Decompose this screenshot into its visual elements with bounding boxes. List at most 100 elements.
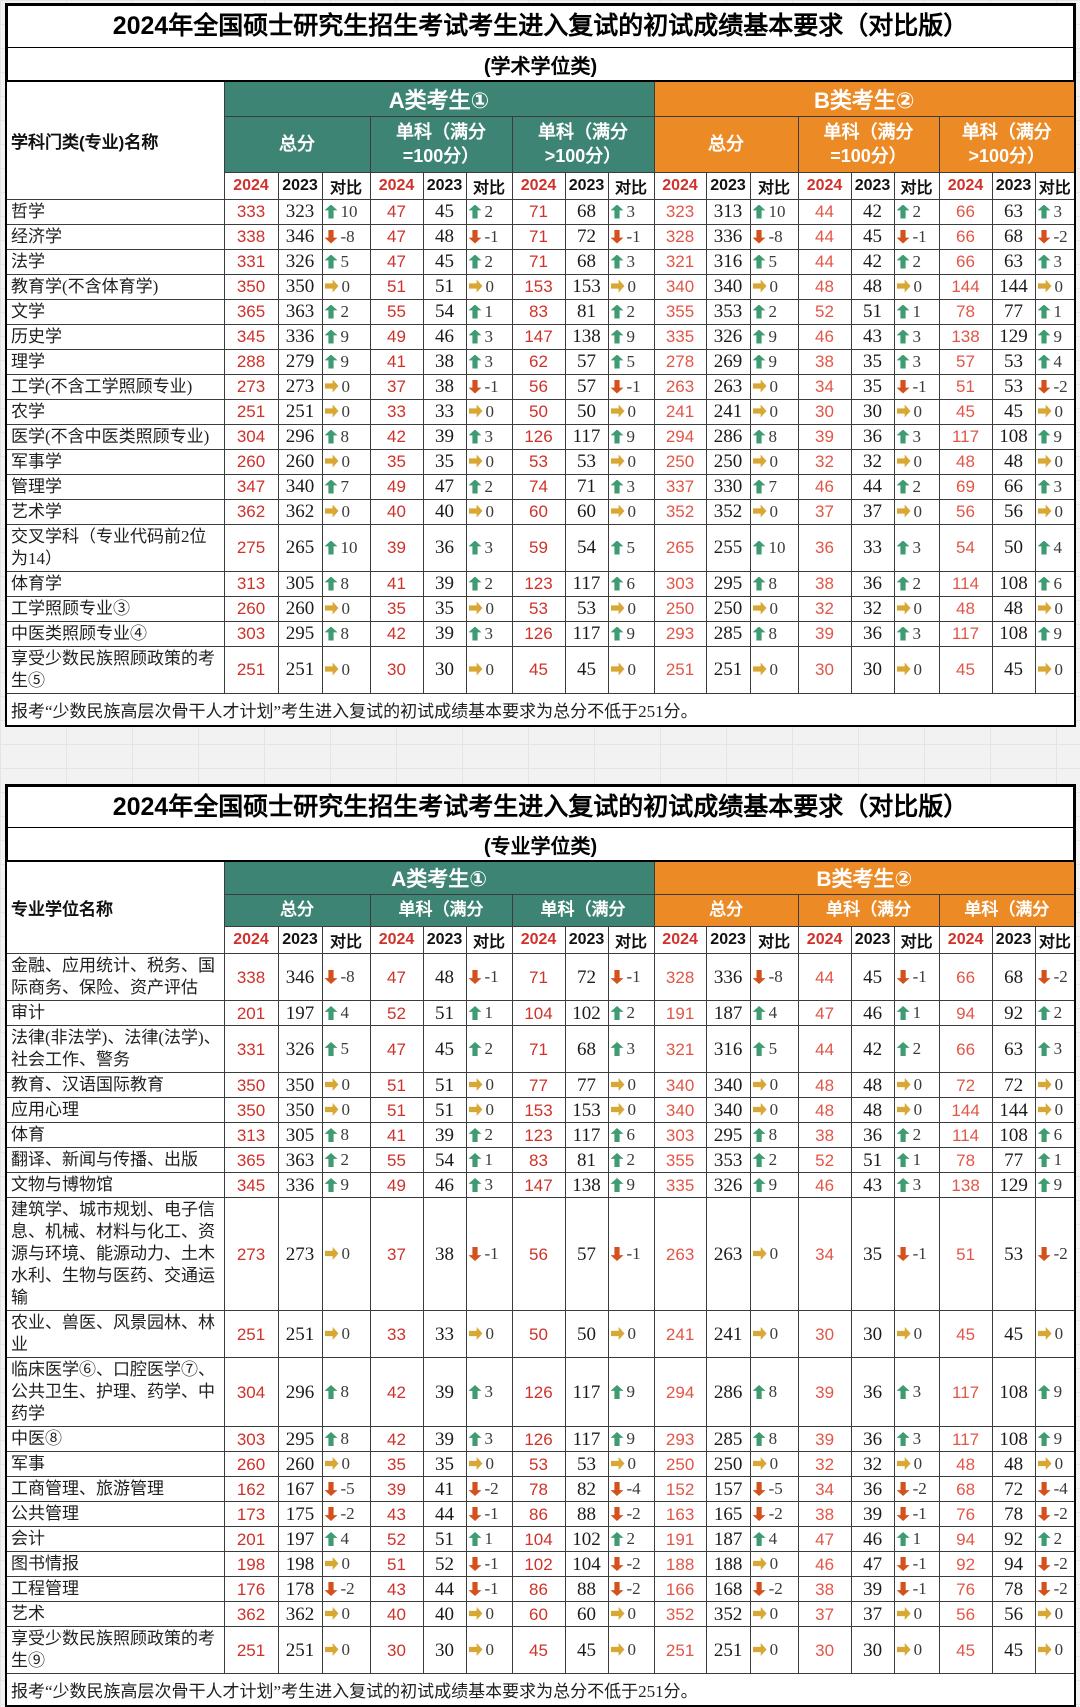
score-2023-cell: 78 (992, 1502, 1035, 1527)
score-2023-cell: 153 (565, 274, 608, 299)
score-2024-cell: 47 (798, 1001, 851, 1026)
year-2023-header: 2023 (565, 927, 608, 954)
score-2024-cell: 345 (224, 1173, 278, 1198)
score-2023-cell: 129 (992, 1173, 1035, 1198)
score-2023-cell: 36 (851, 621, 894, 646)
diff-value: 3 (913, 538, 922, 557)
score-2023-cell: 50 (992, 524, 1035, 571)
trend-flat-icon (611, 1103, 625, 1116)
score-2023-cell: 251 (278, 399, 322, 424)
trend-up-icon (753, 1385, 766, 1399)
diff-cell: 2 (894, 474, 939, 499)
diff-cell: 9 (608, 1427, 654, 1452)
score-2024-cell: 163 (654, 1502, 706, 1527)
diff-cell: 0 (1035, 1073, 1075, 1098)
score-2023-cell: 188 (706, 1552, 750, 1577)
page-title: 2024年全国硕士研究生招生考试考生进入复试的初试成绩基本要求（对比版） (5, 3, 1076, 48)
diff-value: 0 (628, 452, 637, 471)
score-2024-cell: 352 (654, 1602, 706, 1627)
trend-flat-icon (897, 1607, 911, 1620)
score-2023-cell: 51 (423, 1073, 466, 1098)
name-column-header: 专业学位名称 (6, 861, 224, 954)
trend-flat-icon (753, 1457, 767, 1470)
score-2024-cell: 52 (798, 299, 851, 324)
diff-value: -1 (913, 377, 927, 396)
group-a-header: A类考生① (224, 81, 654, 117)
score-2023-cell: 36 (851, 1427, 894, 1452)
trend-down-icon (1038, 1557, 1051, 1571)
diff-cell: 4 (322, 1001, 370, 1026)
subject-name: 临床医学⑥、口腔医学⑦、公共卫生、护理、药学、中药学 (6, 1358, 224, 1427)
score-2023-cell: 81 (565, 299, 608, 324)
trend-flat-icon (1038, 280, 1052, 293)
score-2024-cell: 198 (224, 1552, 278, 1577)
trend-flat-icon (469, 1457, 483, 1470)
score-2024-cell: 30 (798, 1311, 851, 1358)
score-2023-cell: 108 (992, 1358, 1035, 1427)
subject-name: 教育学(不含体育学) (6, 274, 224, 299)
diff-cell: 9 (750, 1173, 798, 1198)
diff-value: 0 (342, 1640, 351, 1659)
trend-up-icon (611, 1178, 624, 1192)
diff-value: 0 (342, 452, 351, 471)
score-2024-cell: 52 (370, 1001, 423, 1026)
score-2024-cell: 328 (654, 224, 706, 249)
diff-cell: 9 (1035, 1427, 1075, 1452)
score-2023-cell: 50 (565, 399, 608, 424)
score-2023-cell: 197 (278, 1001, 322, 1026)
diff-cell: 2 (608, 299, 654, 324)
score-2024-cell: 293 (654, 1427, 706, 1452)
score-2024-cell: 293 (654, 621, 706, 646)
year-2024-header: 2024 (224, 927, 278, 954)
diff-cell: 1 (466, 1148, 512, 1173)
score-2024-cell: 76 (939, 1502, 992, 1527)
diff-cell: 1 (466, 299, 512, 324)
diff-cell: 2 (322, 299, 370, 324)
score-2024-cell: 43 (370, 1577, 423, 1602)
trend-up-icon (611, 1385, 624, 1399)
score-2024-cell: 44 (798, 954, 851, 1001)
score-2023-cell: 117 (565, 1123, 608, 1148)
single-100-header: 单科（满分 =100分） (370, 116, 512, 172)
diff-cell: 2 (1035, 1001, 1075, 1026)
score-2024-cell: 40 (370, 1602, 423, 1627)
diff-value: 6 (1054, 574, 1063, 593)
academic-table-section: 2024年全国硕士研究生招生考试考生进入复试的初试成绩基本要求（对比版） (学术… (5, 0, 1076, 727)
diff-value: 0 (770, 377, 779, 396)
trend-down-icon (753, 970, 766, 984)
score-2023-cell: 38 (423, 1198, 466, 1311)
diff-cell: -1 (466, 374, 512, 399)
diff-value: -4 (627, 1479, 641, 1498)
trend-down-icon (325, 970, 338, 984)
score-2023-cell: 175 (278, 1502, 322, 1527)
score-2024-cell: 250 (654, 449, 706, 474)
diff-cell: 0 (750, 1627, 798, 1674)
score-2024-cell: 36 (798, 524, 851, 571)
score-2024-cell: 53 (512, 449, 565, 474)
trend-up-icon (325, 1432, 338, 1446)
diff-cell: 1 (894, 1148, 939, 1173)
subject-name: 交叉学科（专业代码前2位为14） (6, 524, 224, 571)
diff-cell: 0 (750, 1073, 798, 1098)
diff-cell: 9 (608, 324, 654, 349)
score-2023-cell: 33 (851, 524, 894, 571)
trend-up-icon (753, 541, 766, 555)
year-2024-header: 2024 (798, 927, 851, 954)
diff-value: 0 (914, 277, 923, 296)
diff-cell: 0 (1035, 1452, 1075, 1477)
score-2023-cell: 53 (992, 374, 1035, 399)
trend-up-icon (753, 577, 766, 591)
score-2023-cell: 44 (851, 474, 894, 499)
diff-value: 10 (769, 538, 786, 557)
diff-value: 9 (627, 1429, 636, 1448)
year-2024-header: 2024 (512, 172, 565, 199)
diff-cell: 3 (894, 349, 939, 374)
compare-header: 对比 (608, 927, 654, 954)
score-2024-cell: 251 (224, 1311, 278, 1358)
diff-value: -1 (913, 1504, 927, 1523)
compare-header: 对比 (466, 927, 512, 954)
score-2023-cell: 30 (851, 1627, 894, 1674)
